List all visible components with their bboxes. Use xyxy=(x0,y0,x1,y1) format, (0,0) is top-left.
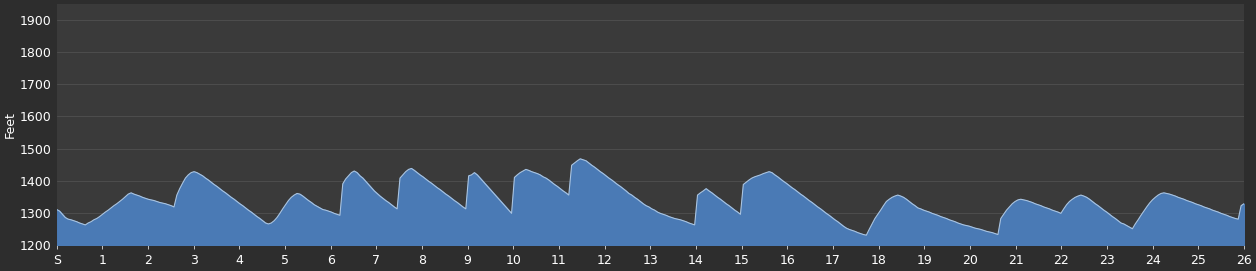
Y-axis label: Feet: Feet xyxy=(4,111,18,138)
